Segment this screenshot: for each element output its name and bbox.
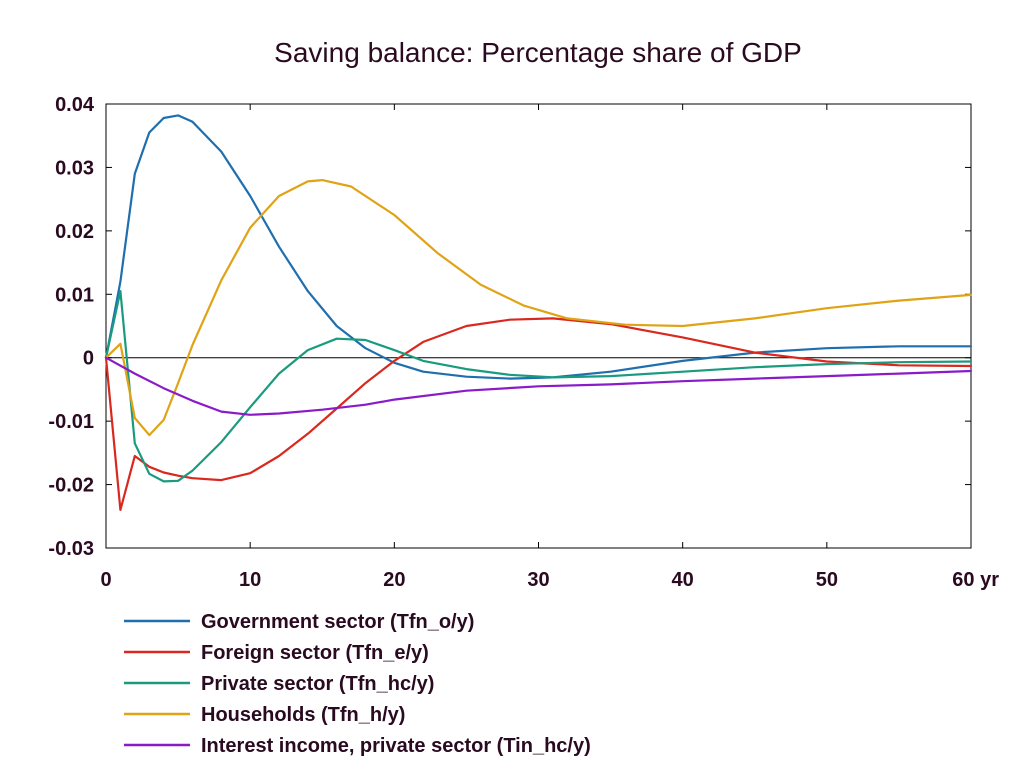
plot-area-frame: [105, 103, 972, 549]
chart-title: Saving balance: Percentage share of GDP: [274, 37, 802, 68]
series-line-2: [104, 317, 973, 511]
series-line-4: [104, 179, 973, 437]
x-tick-label: 20: [383, 569, 405, 591]
x-tick-label: 30: [527, 569, 549, 591]
x-tick-label: 10: [239, 569, 261, 591]
legend-label: Private sector (Tfn_hc/y): [201, 673, 434, 695]
x-tick-label: 40: [672, 569, 694, 591]
y-tick-label: 0: [83, 348, 94, 370]
y-tick-label: -0.02: [48, 475, 94, 497]
x-tick-label: 60 yr: [952, 569, 999, 591]
series-line-3: [104, 290, 973, 483]
y-tick-label: -0.03: [48, 538, 94, 560]
legend-label: Households (Tfn_h/y): [201, 704, 405, 726]
legend-label: Foreign sector (Tfn_e/y): [201, 642, 429, 664]
series-line-5: [104, 356, 973, 416]
y-tick-label: 0.01: [55, 284, 94, 306]
legend-label: Interest income, private sector (Tin_hc/…: [201, 735, 591, 757]
x-tick-label: 50: [816, 569, 838, 591]
x-tick-label: 0: [100, 569, 111, 591]
y-tick-label: 0.04: [55, 94, 95, 116]
series-line-1: [104, 114, 973, 380]
legend-label: Government sector (Tfn_o/y): [201, 611, 474, 633]
y-tick-label: 0.03: [55, 157, 94, 179]
y-tick-label: -0.01: [48, 411, 94, 433]
y-tick-label: 0.02: [55, 221, 94, 243]
